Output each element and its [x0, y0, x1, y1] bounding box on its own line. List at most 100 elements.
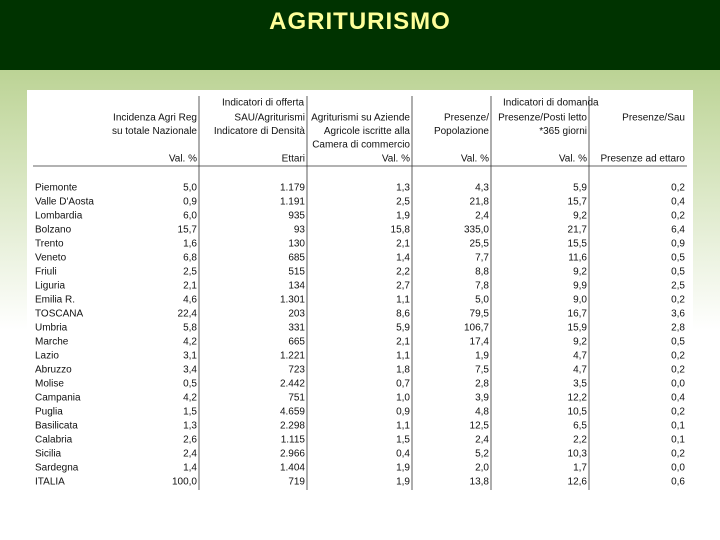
cell-value: 15,7	[568, 197, 588, 208]
cell-value: 2,4	[475, 211, 489, 222]
cell-value: 1.301	[280, 295, 305, 306]
cell-value: 4,2	[183, 337, 197, 348]
cell-value: 15,8	[391, 225, 411, 236]
cell-value: 723	[288, 365, 305, 376]
cell-value: 12,6	[568, 477, 588, 488]
cell-value: 0,4	[396, 449, 410, 460]
cell-value: 8,6	[396, 309, 410, 320]
row-label: TOSCANA	[35, 309, 83, 320]
cell-value: 4,2	[183, 393, 197, 404]
cell-value: 3,4	[183, 365, 197, 376]
unit-label: Presenze ad ettaro	[601, 154, 686, 165]
cell-value: 7,8	[475, 281, 489, 292]
cell-value: 0,2	[671, 365, 685, 376]
cell-value: 1,9	[396, 463, 410, 474]
row-label: Piemonte	[35, 183, 78, 194]
cell-value: 0,9	[671, 239, 685, 250]
cell-value: 1,7	[573, 463, 587, 474]
cell-value: 130	[288, 239, 305, 250]
cell-value: 2.298	[280, 421, 305, 432]
cell-value: 3,5	[573, 379, 587, 390]
row-label: Puglia	[35, 407, 63, 418]
cell-value: 0,2	[671, 351, 685, 362]
unit-label: Val. %	[559, 154, 587, 165]
column-header: Agriturismi su Aziende	[311, 113, 410, 124]
cell-value: 0,2	[671, 407, 685, 418]
cell-value: 0,1	[671, 435, 685, 446]
cell-value: 1,9	[475, 351, 489, 362]
cell-value: 0,4	[671, 197, 685, 208]
cell-value: 2,5	[671, 281, 685, 292]
cell-value: 5,0	[183, 183, 197, 194]
row-label: Basilicata	[35, 421, 78, 432]
cell-value: 0,5	[671, 267, 685, 278]
cell-value: 719	[288, 477, 305, 488]
cell-value: 17,4	[470, 337, 490, 348]
cell-value: 1.179	[280, 183, 305, 194]
cell-value: 0,4	[671, 393, 685, 404]
row-label: Umbria	[35, 323, 68, 334]
cell-value: 4.659	[280, 407, 305, 418]
cell-value: 10,3	[568, 449, 588, 460]
cell-value: 9,2	[573, 211, 587, 222]
cell-value: 15,9	[568, 323, 588, 334]
cell-value: 1,1	[396, 351, 410, 362]
cell-value: 2,8	[475, 379, 489, 390]
cell-value: 4,6	[183, 295, 197, 306]
cell-value: 9,2	[573, 337, 587, 348]
cell-value: 3,1	[183, 351, 197, 362]
cell-value: 11,6	[568, 253, 587, 264]
cell-value: 0,0	[671, 379, 685, 390]
cell-value: 0,2	[671, 211, 685, 222]
cell-value: 0,5	[671, 253, 685, 264]
cell-value: 203	[288, 309, 305, 320]
cell-value: 1,1	[396, 421, 410, 432]
cell-value: 1,3	[396, 183, 410, 194]
column-header: Incidenza Agri Reg	[113, 113, 197, 124]
cell-value: 0,9	[396, 407, 410, 418]
cell-value: 106,7	[464, 323, 489, 334]
cell-value: 4,3	[475, 183, 489, 194]
cell-value: 1,6	[183, 239, 197, 250]
cell-value: 134	[288, 281, 305, 292]
cell-value: 5,2	[475, 449, 489, 460]
column-header: su totale Nazionale	[112, 126, 197, 137]
cell-value: 6,5	[573, 421, 587, 432]
cell-value: 1.221	[280, 351, 305, 362]
cell-value: 3,9	[475, 393, 489, 404]
cell-value: 79,5	[470, 309, 490, 320]
row-label: Lazio	[35, 351, 59, 362]
cell-value: 1,4	[183, 463, 197, 474]
column-header: Presenze/Sau	[622, 113, 685, 124]
cell-value: 6,0	[183, 211, 197, 222]
row-label: Veneto	[35, 253, 67, 264]
cell-value: 0,2	[671, 183, 685, 194]
cell-value: 2,6	[183, 435, 197, 446]
row-label: Emilia R.	[35, 295, 75, 306]
group-header: Indicatori di domanda	[503, 98, 599, 109]
column-header: SAU/Agriturismi	[234, 113, 305, 124]
row-label: Bolzano	[35, 225, 72, 236]
row-label: Sardegna	[35, 463, 79, 474]
row-label: Calabria	[35, 435, 73, 446]
cell-value: 2,4	[183, 449, 197, 460]
unit-label: Val. %	[382, 154, 410, 165]
cell-value: 665	[288, 337, 305, 348]
column-header: Agricole iscritte alla	[324, 126, 411, 137]
row-label: Marche	[35, 337, 69, 348]
cell-value: 0,2	[671, 295, 685, 306]
cell-value: 4,8	[475, 407, 489, 418]
cell-value: 2,5	[396, 197, 410, 208]
cell-value: 3,6	[671, 309, 685, 320]
cell-value: 100,0	[172, 477, 197, 488]
row-label: Lombardia	[35, 211, 83, 222]
cell-value: 4,7	[573, 351, 587, 362]
cell-value: 9,9	[573, 281, 587, 292]
cell-value: 13,8	[470, 477, 490, 488]
cell-value: 1,5	[183, 407, 197, 418]
cell-value: 1.191	[280, 197, 305, 208]
cell-value: 751	[288, 393, 305, 404]
cell-value: 1,5	[396, 435, 410, 446]
column-header: Indicatore di Densità	[214, 126, 306, 137]
cell-value: 1,0	[396, 393, 410, 404]
